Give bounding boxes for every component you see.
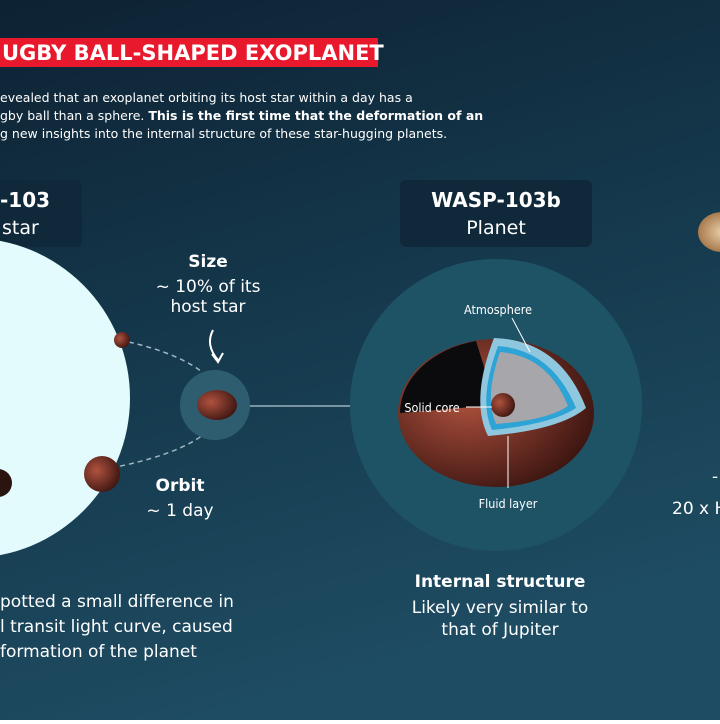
atmosphere-label: Atmosphere — [464, 302, 532, 317]
title: UGBY BALL-SHAPED EXOPLANET — [2, 41, 384, 65]
structure-line: that of Jupiter — [441, 620, 558, 640]
intro-text: gby ball than a sphere. — [0, 108, 148, 123]
arrow-head — [211, 352, 224, 364]
size-line: ~ 10% of its — [156, 277, 261, 297]
size-line: host star — [170, 297, 245, 317]
planet-name: WASP-103b — [431, 188, 561, 212]
orbit-value: ~ 1 day — [146, 501, 213, 521]
orbit-planet — [114, 332, 130, 348]
orbit-title: Orbit — [156, 476, 205, 496]
fluid-label: Fluid layer — [479, 496, 538, 511]
star-box — [0, 180, 82, 247]
planet-box — [400, 180, 592, 247]
star-name: -103 — [0, 188, 50, 212]
jupiter — [698, 212, 720, 252]
title-banner — [0, 38, 378, 67]
solid-core — [491, 393, 515, 417]
size-title: Size — [188, 252, 228, 272]
intro-line: g new insights into the internal structu… — [0, 126, 447, 141]
planet-kind: Planet — [466, 217, 526, 239]
intro-line: evealed that an exoplanet orbiting its h… — [0, 90, 413, 105]
transit-line: formation of the planet — [0, 642, 197, 662]
planet-small — [197, 390, 237, 420]
transit-line: l transit light curve, caused — [0, 617, 233, 637]
intro-line: gby ball than a sphere. This is the firs… — [0, 108, 483, 123]
transit-line: potted a small difference in — [0, 592, 234, 612]
arrow — [208, 329, 219, 361]
jupiter-value: 20 x H — [672, 499, 720, 519]
core-label: Solid core — [404, 400, 459, 415]
transit-planet — [0, 469, 12, 497]
jupiter-title: - — [712, 467, 718, 487]
orbit-planet — [84, 456, 120, 492]
pointer — [511, 317, 531, 353]
intro-bold: This is the first time that the deformat… — [148, 108, 483, 123]
planet-shadow — [400, 341, 496, 413]
structure-title: Internal structure — [415, 572, 586, 592]
star-kind: star — [2, 217, 39, 239]
structure-line: Likely very similar to — [412, 598, 589, 618]
